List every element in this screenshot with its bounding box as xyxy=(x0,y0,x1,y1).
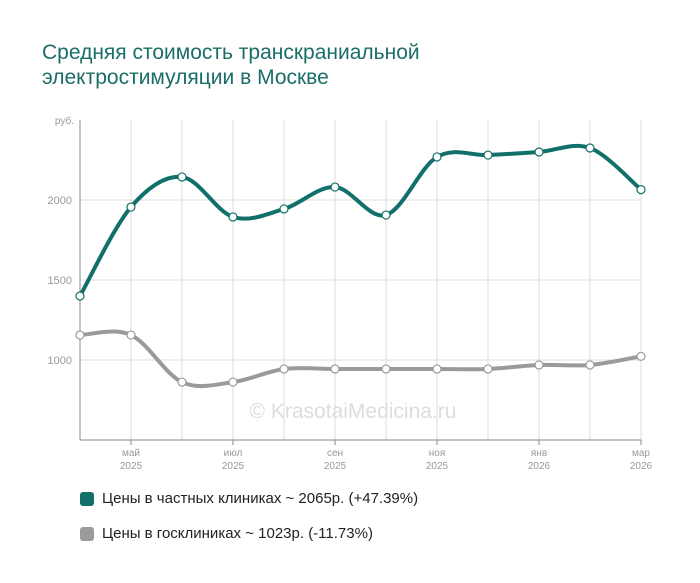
x-tick-month: июл xyxy=(224,448,243,459)
x-tick-month: май xyxy=(122,448,140,459)
legend-swatch-private xyxy=(80,491,94,506)
data-point xyxy=(432,364,442,374)
data-point xyxy=(228,377,238,387)
data-point xyxy=(228,212,238,222)
x-tick-year: 2025 xyxy=(222,461,245,472)
y-axis-label: руб. xyxy=(55,115,74,127)
data-point xyxy=(126,330,136,340)
legend-label-private: Цены в частных клиниках ~ 2065р. (+47.39… xyxy=(102,490,419,507)
x-tick-month: сен xyxy=(327,448,343,459)
y-tick-label: 2000 xyxy=(48,195,72,207)
data-point xyxy=(381,364,391,374)
data-point xyxy=(330,364,340,374)
data-point xyxy=(585,143,595,153)
x-tick-month: ноя xyxy=(429,448,446,459)
watermark: © KrasotaiMedicina.ru xyxy=(250,400,457,423)
data-point xyxy=(177,377,187,387)
chart-title: Средняя стоимость транскраниальной элект… xyxy=(42,41,420,89)
data-point xyxy=(279,204,289,214)
x-tick-year: 2026 xyxy=(528,461,551,472)
data-point xyxy=(636,185,646,195)
data-point xyxy=(483,150,493,160)
legend-item-private[interactable]: Цены в частных клиниках ~ 2065р. (+47.39… xyxy=(80,490,418,507)
data-point xyxy=(75,291,85,301)
data-point xyxy=(534,147,544,157)
data-point xyxy=(381,210,391,220)
data-point xyxy=(126,202,136,212)
legend-label-public: Цены в госклиниках ~ 1023р. (-11.73%) xyxy=(102,525,373,542)
x-tick-year: 2025 xyxy=(324,461,347,472)
data-point xyxy=(483,364,493,374)
y-tick-label: 1000 xyxy=(48,355,72,367)
x-tick-year: 2025 xyxy=(426,461,449,472)
x-tick-year: 2025 xyxy=(120,461,143,472)
data-point xyxy=(585,360,595,370)
data-point xyxy=(636,351,646,361)
data-point xyxy=(432,152,442,162)
series-line-1 xyxy=(78,329,643,389)
legend-swatch-public xyxy=(80,526,94,541)
legend-item-public[interactable]: Цены в госклиниках ~ 1023р. (-11.73%) xyxy=(80,525,373,542)
x-tick-year: 2026 xyxy=(630,461,653,472)
y-tick-label: 1500 xyxy=(48,275,72,287)
data-point xyxy=(330,182,340,192)
data-point xyxy=(177,172,187,182)
data-point xyxy=(534,360,544,370)
x-tick-month: мар xyxy=(632,448,650,459)
data-point xyxy=(75,330,85,340)
series-line-0 xyxy=(78,143,643,298)
data-point xyxy=(279,364,289,374)
x-tick-month: янв xyxy=(531,448,547,459)
